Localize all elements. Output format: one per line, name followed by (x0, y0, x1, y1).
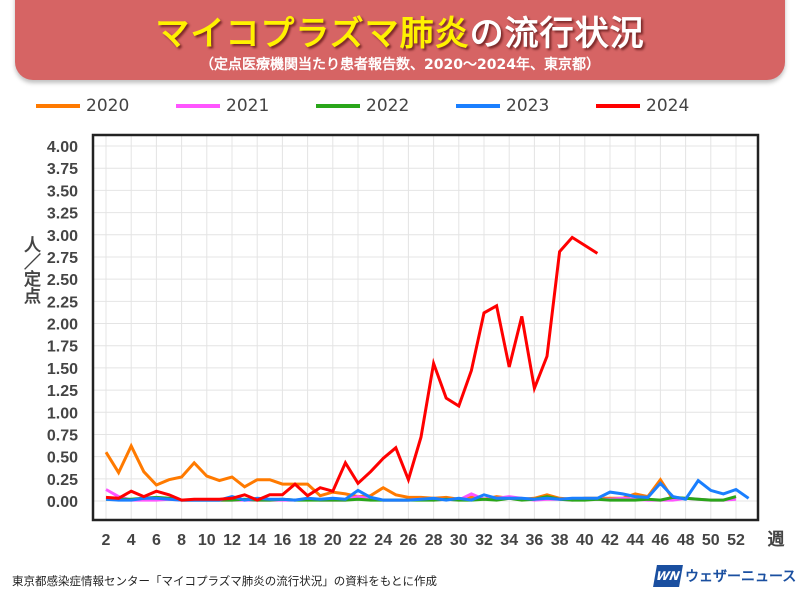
legend-label: 2023 (506, 96, 550, 116)
x-tick-label: 24 (374, 532, 392, 549)
y-tick-label: 2.75 (47, 250, 78, 267)
y-tick-label: 2.50 (47, 272, 78, 289)
title-banner (15, 0, 785, 80)
x-tick-label: 20 (324, 532, 342, 549)
y-tick-label: 1.00 (47, 405, 78, 422)
y-tick-label: 1.50 (47, 361, 78, 378)
x-tick-label: 32 (475, 532, 493, 549)
x-tick-label: 36 (526, 532, 544, 549)
x-tick-label: 38 (551, 532, 569, 549)
y-tick-label: 3.25 (47, 206, 78, 223)
legend-item-2023: 2023 (456, 96, 549, 116)
y-tick-label: 0.00 (47, 494, 78, 511)
legend-swatch (176, 104, 220, 108)
x-tick-label: 18 (299, 532, 317, 549)
legend-item-2020: 2020 (36, 96, 129, 116)
weathernews-logo: WN ウェザーニュース (653, 565, 797, 587)
y-tick-label: 0.75 (47, 427, 78, 444)
chart-subtitle: （定点医療機関当たり患者報告数、2020～2024年、東京都） (200, 57, 600, 73)
x-tick-label: 16 (274, 532, 292, 549)
plot-border (91, 133, 760, 522)
x-tick-label: 10 (198, 532, 216, 549)
x-axis-label: 週 (768, 530, 785, 550)
x-tick-label: 4 (127, 532, 136, 549)
y-tick-label: 1.25 (47, 383, 78, 400)
legend-label: 2024 (646, 96, 690, 116)
series-line-2024 (105, 235, 599, 502)
x-tick-label: 34 (500, 532, 518, 549)
legend-label: 2021 (226, 96, 270, 116)
legend-item-2024: 2024 (596, 96, 689, 116)
y-tick-label: 3.00 (47, 228, 78, 245)
legend-swatch (36, 104, 80, 108)
chart-title: マイコプラズマ肺炎の流行状況 (0, 6, 800, 55)
legend-item-2022: 2022 (316, 96, 409, 116)
x-tick-label: 44 (626, 532, 644, 549)
y-tick-label: 4.00 (47, 139, 78, 156)
y-tick-label: 0.25 (47, 472, 78, 489)
y-tick-label: 0.50 (47, 450, 78, 467)
legend-label: 2020 (86, 96, 130, 116)
y-tick-label: 2.00 (47, 317, 78, 334)
legend-swatch (316, 104, 360, 108)
x-tick-label: 40 (576, 532, 594, 549)
x-tick-label: 14 (248, 532, 266, 549)
legend-item-2021: 2021 (176, 96, 269, 116)
x-tick-label: 50 (702, 532, 720, 549)
x-tick-label: 22 (349, 532, 367, 549)
logo-mark: WN (653, 565, 683, 587)
x-tick-label: 12 (223, 532, 241, 549)
title-main: マイコプラズマ肺炎 (155, 14, 470, 54)
x-tick-label: 46 (652, 532, 670, 549)
plot-area (93, 135, 758, 520)
x-tick-label: 8 (177, 532, 186, 549)
x-tick-label: 42 (601, 532, 619, 549)
logo-text: ウェザーニュース (685, 569, 797, 585)
y-tick-label: 1.75 (47, 339, 78, 356)
y-tick-label: 3.50 (47, 183, 78, 200)
x-tick-label: 28 (425, 532, 443, 549)
x-tick-label: 2 (102, 532, 111, 549)
legend: 2020 2021 2022 2023 2024 (0, 96, 800, 118)
y-tick-label: 3.75 (47, 161, 78, 178)
y-axis-label: 人／定点 (20, 236, 41, 305)
y-tick-label: 2.25 (47, 294, 78, 311)
x-tick-label: 52 (727, 532, 745, 549)
x-tick-label: 48 (677, 532, 695, 549)
title-rest: の流行状況 (469, 14, 645, 54)
x-tick-label: 26 (400, 532, 418, 549)
legend-label: 2022 (366, 96, 410, 116)
x-tick-label: 30 (450, 532, 468, 549)
source-note: 東京都感染症情報センター「マイコプラズマ肺炎の流行状況」の資料をもとに作成 (12, 574, 438, 588)
legend-swatch (596, 104, 640, 108)
legend-swatch (456, 104, 500, 108)
x-tick-label: 6 (152, 532, 161, 549)
